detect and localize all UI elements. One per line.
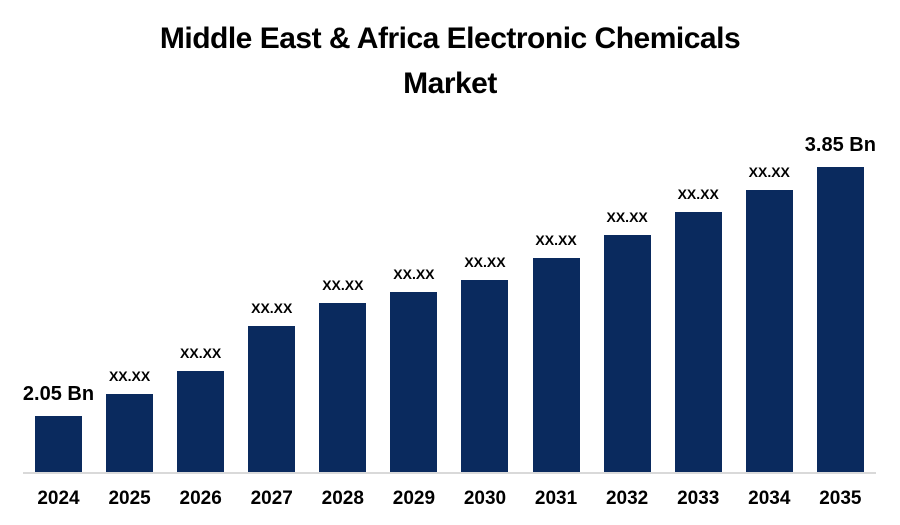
- x-axis-label-2025: 2025: [108, 488, 151, 509]
- x-axis-label-2028: 2028: [321, 488, 364, 509]
- bar-2034: XX.XX: [745, 164, 793, 472]
- chart-title-line-2: Market: [403, 67, 497, 100]
- x-axis-line: [23, 472, 876, 474]
- bar-value-label-2035: 3.85 Bn: [804, 134, 876, 156]
- x-axis-label-2027: 2027: [250, 488, 293, 509]
- bar-value-label-2024: 2.05 Bn: [22, 383, 95, 405]
- bar-value-label-2030: XX.XX: [464, 254, 506, 270]
- bar-2027: XX.XX: [248, 300, 296, 472]
- bar-2024: 2.05 Bn: [23, 383, 94, 472]
- bar-value-label-2033: XX.XX: [677, 186, 719, 202]
- bar-value-label-2029: XX.XX: [393, 266, 435, 282]
- bar-2031: XX.XX: [532, 232, 580, 472]
- x-axis-label-2031: 2031: [534, 488, 578, 509]
- x-axis-label-2030: 2030: [463, 488, 507, 509]
- bar-2035: 3.85 Bn: [805, 134, 876, 472]
- x-axis-label-2024: 2024: [37, 488, 80, 509]
- bar-value-label-2032: XX.XX: [606, 209, 648, 225]
- chart-title-line-1: Middle East & Africa Electronic Chemical…: [159, 22, 741, 55]
- bar-value-label-2031: XX.XX: [535, 232, 577, 248]
- chart-title: Middle East & Africa Electronic Chemical…: [0, 16, 900, 106]
- x-axis-label-2032: 2032: [605, 488, 649, 509]
- x-axis-label-2029: 2029: [392, 488, 436, 509]
- bar-chart: 2.05 Bn XX.XX XX.XX XX.XX XX.XX XX.XX XX.XX XX.…: [23, 134, 876, 472]
- bar-value-label-2026: XX.XX: [180, 345, 222, 361]
- x-axis-label-2035: 2035: [819, 488, 862, 509]
- x-axis-labels: 2024 2025 2026 2027 2028 2029 2030 2031 2032 2033…: [35, 488, 864, 510]
- bar-value-label-2028: XX.XX: [322, 277, 364, 293]
- bar-2025: XX.XX: [106, 368, 154, 472]
- x-axis-label-2033: 2033: [677, 488, 720, 509]
- bar-value-label-2027: XX.XX: [251, 300, 293, 316]
- x-axis-label-2026: 2026: [179, 488, 222, 509]
- bar-value-label-2025: XX.XX: [108, 368, 151, 384]
- bar-2029: XX.XX: [390, 266, 438, 472]
- bar-2026: XX.XX: [177, 345, 225, 472]
- bar-2032: XX.XX: [603, 209, 651, 472]
- bar-2030: XX.XX: [461, 254, 509, 472]
- bar-2028: XX.XX: [319, 277, 367, 472]
- bar-2033: XX.XX: [674, 186, 722, 472]
- x-axis-label-2034: 2034: [748, 488, 791, 509]
- bar-value-label-2034: XX.XX: [748, 164, 790, 180]
